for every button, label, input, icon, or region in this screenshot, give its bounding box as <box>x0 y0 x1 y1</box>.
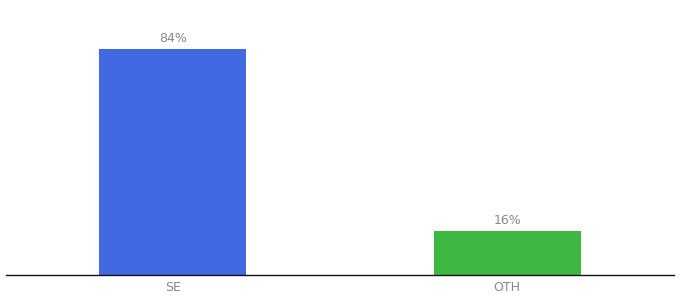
Bar <box>99 49 246 274</box>
Text: 84%: 84% <box>159 32 187 45</box>
Text: 16%: 16% <box>494 214 521 227</box>
Bar <box>434 232 581 274</box>
